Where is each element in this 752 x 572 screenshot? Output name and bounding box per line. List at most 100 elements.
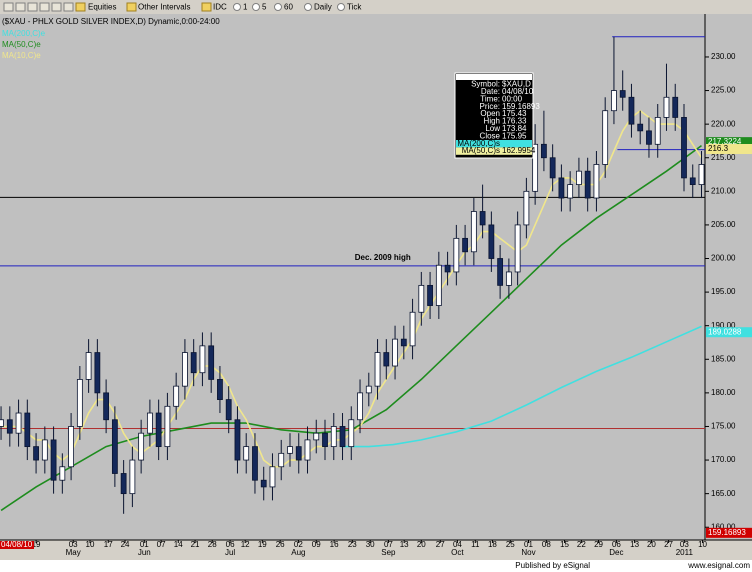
data-window-value: 159.16893 [502,102,540,111]
y-tick-label: 215.00 [711,153,736,162]
candle-body [6,419,13,434]
month-label: Sep [381,548,396,557]
candle-body [120,473,127,495]
y-tick-label: 190.00 [711,321,736,330]
price-tag [706,327,752,338]
candle-body [33,446,39,461]
toolbar-icon [3,2,14,12]
y-tick-label: 180.00 [711,388,736,397]
candle-body [15,412,22,434]
x-tick-label: 06 [226,540,235,549]
footer-url: www.esignal.com [687,561,750,570]
candle-body [182,352,188,387]
month-label: Oct [451,548,464,557]
toolbar-item[interactable]: Other Intervals [138,3,190,12]
y-tick-label: 220.00 [711,119,736,128]
price-tag-label: 159.16893 [708,528,746,537]
candle-body [50,439,57,481]
x-tick-label: 10 [86,540,95,549]
candle-body [383,352,390,367]
candle-body [365,385,372,394]
y-tick-label: 175.00 [711,422,736,431]
candle-body [278,452,285,468]
x-tick-label: 23 [348,540,357,549]
data-window-value: $XAU,D [502,80,531,89]
price-tag [706,137,752,148]
month-label: Jul [225,548,235,557]
x-tick-label: 28 [208,540,217,549]
candle-body [243,446,250,461]
x-tick-label: 25 [506,540,515,549]
toolbar-item[interactable]: 5 [262,3,267,12]
candle-body [129,459,136,495]
toolbar-item[interactable]: IDC [213,3,227,12]
data-window-highlight [456,147,532,155]
x-tick-label: 10 [698,540,707,549]
candle-body [85,352,92,380]
y-tick-label: 170.00 [711,455,736,464]
candle-body [392,338,398,367]
data-window-label: Low [485,124,500,133]
month-label: 2011 [676,548,694,557]
toolbar-item[interactable]: Equities [88,3,116,12]
radio-icon [337,3,345,11]
ma-line [340,325,702,448]
toolbar-item[interactable]: 60 [284,3,293,12]
x-tick-label: 01 [524,540,533,549]
y-tick-label: 160.00 [711,522,736,531]
candle-body [628,96,635,125]
candle-body [313,432,320,441]
candle-body [619,90,626,98]
candle-body [497,258,504,286]
x-tick-label: 09 [312,540,321,549]
toolbar-item[interactable]: 1 [243,3,248,12]
candle-body [94,352,101,394]
candle-body [374,352,381,387]
candle-body [637,123,644,132]
candle-body [330,426,337,448]
data-window-label: MA(50,C)s [462,146,500,155]
candle-body [462,237,468,253]
footer-published: Published by eSignal [515,561,590,570]
candle-body [654,117,661,145]
candle-body [269,466,276,488]
candle-body [646,130,652,145]
candle-body [427,284,433,306]
toolbar-icon [39,2,50,12]
data-window-value: 04/08/10 [502,87,534,96]
data-window-label: Open [480,109,500,118]
month-label: Dec [609,548,623,557]
toolbar-icon [15,2,26,12]
data-window-label: High [484,117,500,126]
plot-area [0,14,752,540]
x-tick-label: 26 [276,540,285,549]
x-tick-label: 04 [453,540,462,549]
y-tick-label: 225.00 [711,86,736,95]
toolbar-item[interactable]: Daily [314,3,332,12]
x-tick-label: 18 [488,540,497,549]
month-label: May [66,548,81,557]
month-label: Jun [138,548,151,557]
data-window-highlight [456,140,532,148]
data-window-label: Symbol: [471,80,500,89]
candle-body [602,110,609,165]
candle-body [523,190,530,226]
cursor-date: 04/08/10 [1,540,33,549]
data-window-value: 175.43 [502,109,527,118]
toolbar-item[interactable]: Tick [347,3,362,12]
chart-title: ($XAU - PHLX GOLD SILVER INDEX,D) Dynami… [2,17,220,26]
month-label: Aug [291,548,305,557]
candle-body [357,392,363,421]
candle-body [576,170,582,186]
x-tick-label: 13 [400,540,409,549]
toolbar-icon [27,2,38,12]
radio-icon [252,3,260,11]
y-tick-label: 205.00 [711,220,736,229]
x-tick-label: 22 [577,540,586,549]
candle-body [681,117,687,179]
folder-icon [126,2,137,12]
candle-body [304,439,311,461]
candle-body [295,446,302,461]
x-tick-label: 15 [560,540,569,549]
